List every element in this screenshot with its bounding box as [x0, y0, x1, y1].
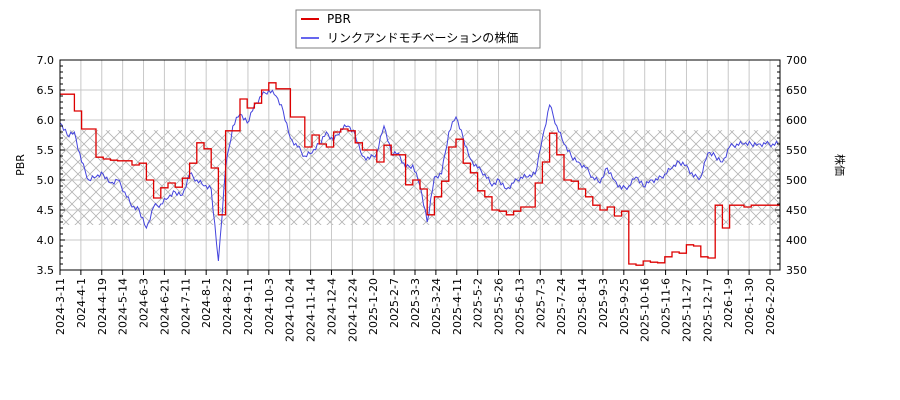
pbr-series-line: [60, 82, 780, 266]
left-y-axis: 3.5 4.0 4.5 5.0 5.5 6.0 6.5 7.0: [37, 54, 65, 277]
x-tick-label: 2024-7-11: [179, 278, 192, 335]
x-tick-label: 2025-9-25: [618, 278, 631, 335]
x-tick-label: 2025-7-3: [534, 278, 547, 328]
x-tick-label: 2024-10-3: [263, 278, 276, 335]
grid-lines: [60, 60, 780, 270]
hatch-band: [60, 130, 780, 225]
plot-frame: [59, 59, 781, 271]
x-tick-label: 2024-11-14: [305, 278, 318, 342]
right-tick-label: 650: [786, 84, 807, 97]
x-tick-label: 2024-8-1: [200, 278, 213, 328]
left-tick-label: 5.5: [37, 144, 55, 157]
legend-pbr-label: PBR: [327, 12, 351, 26]
x-tick-label: 2025-7-24: [555, 278, 568, 335]
x-tick-label: 2025-3-24: [430, 278, 443, 335]
legend-box: [295, 9, 541, 49]
x-axis: 2024-3-11 2024-4-1 2024-4-19 2024-5-14 2024-…: [54, 270, 777, 342]
left-tick-label: 5.0: [37, 174, 55, 187]
x-tick-label: 2025-9-3: [597, 278, 610, 328]
x-tick-label: 2024-4-19: [96, 278, 109, 335]
x-tick-label: 2025-11-27: [680, 278, 693, 342]
x-tick-label: 2024-9-11: [242, 278, 255, 335]
left-tick-label: 6.5: [37, 84, 55, 97]
x-tick-label: 2024-12-24: [346, 278, 359, 342]
left-tick-label: 4.5: [37, 204, 55, 217]
x-tick-label: 2025-3-3: [409, 278, 422, 328]
x-tick-label: 2025-2-7: [388, 278, 401, 328]
x-tick-label: 2025-5-26: [493, 278, 506, 335]
x-tick-label: 2024-6-21: [158, 278, 171, 335]
x-tick-label: 2024-4-1: [75, 278, 88, 328]
x-tick-label: 2025-10-16: [639, 278, 652, 342]
right-tick-label: 550: [786, 144, 807, 157]
left-tick-label: 7.0: [37, 54, 55, 67]
x-tick-label: 2025-12-17: [701, 278, 714, 342]
left-tick-label: 6.0: [37, 114, 55, 127]
x-tick-label: 2025-11-6: [660, 278, 673, 335]
right-axis-title: 株価: [833, 154, 847, 176]
legend-price-label: リンクアンドモチベーションの株価: [327, 30, 518, 45]
x-tick-label: 2024-3-11: [54, 278, 67, 335]
x-tick-label: 2024-6-3: [138, 278, 151, 328]
x-tick-label: 2024-10-24: [284, 278, 297, 342]
right-tick-label: 500: [786, 174, 807, 187]
x-tick-label: 2026-1-30: [743, 278, 756, 335]
x-tick-label: 2026-1-9: [722, 278, 735, 328]
right-tick-label: 450: [786, 204, 807, 217]
right-tick-label: 600: [786, 114, 807, 127]
x-tick-label: 2024-12-4: [325, 278, 338, 335]
legend: PBR リンクアンドモチベーションの株価: [295, 9, 541, 49]
right-y-axis: 350 400 450 500 550 600 650 700: [775, 54, 807, 277]
x-tick-label: 2025-5-2: [472, 278, 485, 328]
right-tick-label: 350: [786, 264, 807, 277]
x-tick-label: 2026-2-20: [764, 278, 777, 335]
right-tick-label: 400: [786, 234, 807, 247]
x-tick-label: 2025-1-20: [367, 278, 380, 335]
left-axis-title: PBR: [14, 154, 27, 176]
x-tick-label: 2024-5-14: [117, 278, 130, 335]
left-tick-label: 4.0: [37, 234, 55, 247]
x-tick-label: 2025-6-13: [513, 278, 526, 335]
left-tick-label: 3.5: [37, 264, 55, 277]
x-tick-label: 2024-8-22: [221, 278, 234, 335]
x-tick-label: 2025-8-14: [576, 278, 589, 335]
x-tick-label: 2025-4-11: [451, 278, 464, 335]
right-tick-label: 700: [786, 54, 807, 67]
